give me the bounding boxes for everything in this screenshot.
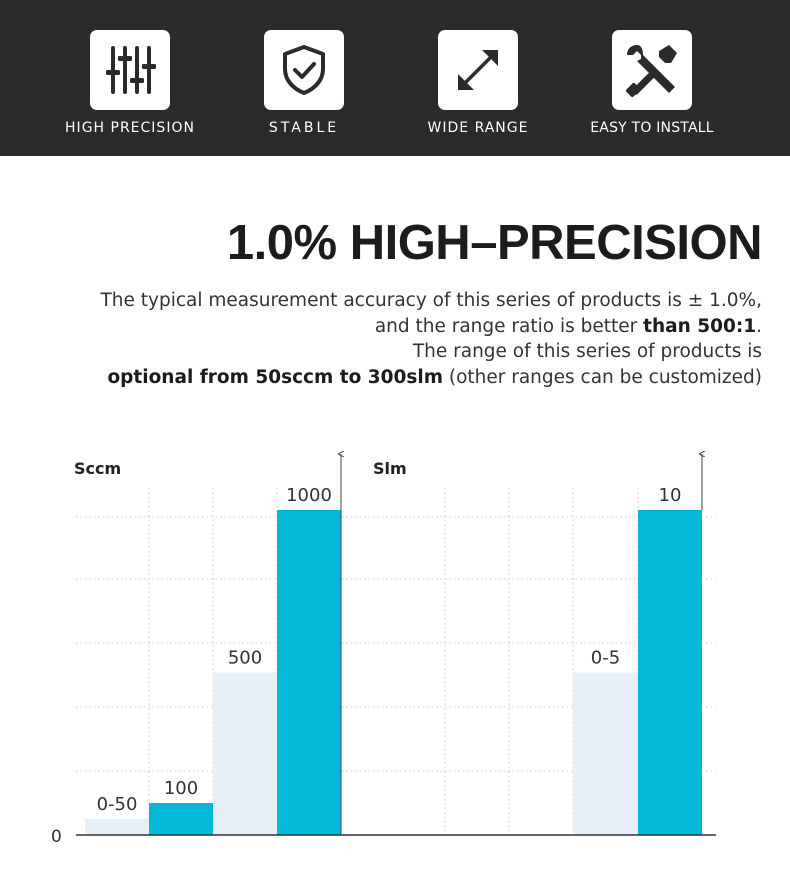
description-text: and the range ratio is better bbox=[374, 315, 644, 337]
feature-high-precision: HIGH PRECISION bbox=[50, 30, 210, 136]
description-line-4: optional from 50sccm to 300slm (other ra… bbox=[22, 365, 762, 391]
description-emphasis: optional from 50sccm to 300slm bbox=[107, 366, 443, 388]
bar-value-label: 0-5 bbox=[591, 648, 620, 669]
feature-label: WIDE RANGE bbox=[427, 120, 529, 136]
description-line-2: and the range ratio is better than 500:1… bbox=[22, 314, 762, 340]
unit-label-sccm: Sccm bbox=[74, 459, 121, 478]
bar-slm-0 bbox=[573, 672, 638, 835]
feature-stable: STABLE bbox=[224, 30, 384, 136]
feature-label: EASY TO INSTALL bbox=[590, 120, 714, 136]
description-line-1: The typical measurement accuracy of this… bbox=[100, 290, 762, 311]
zero-tick-label: 0 bbox=[51, 827, 62, 847]
bar-value-label: 10 bbox=[659, 485, 682, 506]
chart-axes bbox=[76, 454, 716, 836]
bar-value-label: 100 bbox=[164, 778, 198, 799]
feature-bar: HIGH PRECISION STABLE WIDE RANGE bbox=[0, 0, 790, 156]
page-title: 1.0% HIGH–PRECISION bbox=[226, 216, 763, 270]
description-text: . bbox=[756, 315, 762, 337]
tools-icon bbox=[612, 30, 692, 110]
bar-value-label: 0-50 bbox=[97, 794, 138, 815]
description-emphasis: than 500:1 bbox=[643, 315, 757, 337]
bar-value-label: 1000 bbox=[286, 485, 332, 506]
description-line-3: The range of this series of products is bbox=[412, 341, 762, 362]
feature-label: STABLE bbox=[268, 120, 340, 136]
diagonal-arrow-icon bbox=[438, 30, 518, 110]
bar-slm-1 bbox=[638, 510, 702, 835]
bar-value-label: 500 bbox=[228, 648, 262, 669]
bar-sccm-1 bbox=[149, 803, 213, 835]
feature-label: HIGH PRECISION bbox=[65, 120, 195, 136]
description-text: (other ranges can be customized) bbox=[442, 366, 762, 388]
unit-label-slm: Slm bbox=[373, 459, 407, 478]
shield-check-icon bbox=[264, 30, 344, 110]
bar-sccm-3 bbox=[277, 510, 341, 835]
sliders-icon bbox=[90, 30, 170, 110]
chart-bars: 0-50 100 500 1000 0-5 10 bbox=[85, 485, 702, 835]
bar-sccm-0 bbox=[85, 818, 149, 835]
feature-easy-install: EASY TO INSTALL bbox=[572, 30, 732, 136]
bar-sccm-2 bbox=[213, 672, 277, 835]
description: The typical measurement accuracy of this… bbox=[22, 288, 762, 390]
feature-wide-range: WIDE RANGE bbox=[398, 30, 558, 136]
